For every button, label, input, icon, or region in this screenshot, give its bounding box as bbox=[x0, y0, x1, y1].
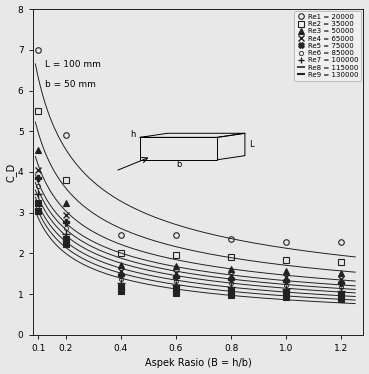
Re9 = 130000 bbox=[339, 297, 344, 301]
Re9 = 130000 bbox=[229, 293, 233, 297]
Re8 = 115000 bbox=[339, 293, 344, 297]
Re3 = 50000 bbox=[229, 267, 233, 271]
Re2 = 35000 bbox=[118, 251, 123, 256]
Text: b: b bbox=[176, 160, 182, 169]
Re5 = 75000 bbox=[63, 220, 68, 224]
Re7 = 100000 bbox=[339, 289, 344, 293]
Re4 = 65000 bbox=[339, 276, 344, 281]
Re3 = 50000 bbox=[174, 264, 178, 269]
X-axis label: Aspek Rasio (B = h/b): Aspek Rasio (B = h/b) bbox=[145, 358, 251, 368]
Re7 = 100000 bbox=[36, 192, 40, 197]
Text: L: L bbox=[249, 140, 254, 148]
Re6 = 85000 bbox=[174, 279, 178, 283]
Re2 = 35000 bbox=[63, 178, 68, 183]
Re8 = 115000 bbox=[284, 291, 289, 295]
Re1 = 20000 bbox=[339, 240, 344, 244]
Line: Re8 = 115000: Re8 = 115000 bbox=[35, 200, 344, 298]
Line: Re6 = 85000: Re6 = 85000 bbox=[36, 184, 344, 289]
Re9 = 130000 bbox=[63, 242, 68, 247]
Re9 = 130000 bbox=[174, 291, 178, 295]
Re1 = 20000 bbox=[118, 233, 123, 237]
Re2 = 35000 bbox=[339, 260, 344, 265]
Re5 = 75000 bbox=[36, 176, 40, 180]
Re7 = 100000 bbox=[284, 287, 289, 291]
Re2 = 35000 bbox=[229, 255, 233, 260]
Re7 = 100000 bbox=[229, 285, 233, 289]
Re3 = 50000 bbox=[63, 200, 68, 205]
Legend: Re1 = 20000, Re2 = 35000, Re3 = 50000, Re4 = 65000, Re5 = 75000, Re6 = 85000, Re: Re1 = 20000, Re2 = 35000, Re3 = 50000, R… bbox=[294, 11, 361, 81]
Re8 = 115000 bbox=[36, 200, 40, 205]
Re1 = 20000 bbox=[36, 47, 40, 52]
Re2 = 35000 bbox=[174, 252, 178, 257]
Re1 = 20000 bbox=[229, 237, 233, 241]
Line: Re2 = 35000: Re2 = 35000 bbox=[35, 108, 344, 265]
Re8 = 115000 bbox=[174, 287, 178, 291]
Re6 = 85000 bbox=[118, 276, 123, 281]
Re5 = 75000 bbox=[118, 272, 123, 277]
Line: Re4 = 65000: Re4 = 65000 bbox=[35, 166, 345, 282]
Re8 = 115000 bbox=[118, 285, 123, 289]
Re3 = 50000 bbox=[339, 271, 344, 275]
Line: Re3 = 50000: Re3 = 50000 bbox=[35, 147, 344, 276]
Re3 = 50000 bbox=[118, 263, 123, 267]
Re7 = 100000 bbox=[174, 283, 178, 288]
Y-axis label: C_D: C_D bbox=[6, 162, 17, 182]
Re9 = 130000 bbox=[284, 295, 289, 300]
Re4 = 65000 bbox=[63, 212, 68, 217]
Re6 = 85000 bbox=[284, 283, 289, 288]
Re5 = 75000 bbox=[174, 275, 178, 279]
Line: Re1 = 20000: Re1 = 20000 bbox=[35, 47, 344, 245]
Text: b = 50 mm: b = 50 mm bbox=[45, 80, 96, 89]
Re5 = 75000 bbox=[229, 276, 233, 281]
Re6 = 85000 bbox=[36, 184, 40, 188]
Text: L = 100 mm: L = 100 mm bbox=[45, 60, 101, 69]
Re4 = 65000 bbox=[284, 275, 289, 279]
Re8 = 115000 bbox=[63, 237, 68, 241]
Re5 = 75000 bbox=[284, 279, 289, 283]
Re3 = 50000 bbox=[36, 147, 40, 152]
Re8 = 115000 bbox=[229, 289, 233, 293]
Re1 = 20000 bbox=[63, 133, 68, 138]
Re4 = 65000 bbox=[118, 268, 123, 273]
Re7 = 100000 bbox=[63, 232, 68, 236]
Line: Re5 = 75000: Re5 = 75000 bbox=[35, 175, 345, 286]
Re4 = 65000 bbox=[229, 272, 233, 277]
Re7 = 100000 bbox=[118, 280, 123, 285]
Re9 = 130000 bbox=[118, 289, 123, 293]
Re4 = 65000 bbox=[174, 271, 178, 275]
Re9 = 130000 bbox=[36, 208, 40, 213]
Line: Re9 = 130000: Re9 = 130000 bbox=[35, 208, 344, 302]
Re1 = 20000 bbox=[284, 240, 289, 244]
Re1 = 20000 bbox=[174, 233, 178, 237]
Line: Re7 = 100000: Re7 = 100000 bbox=[34, 190, 345, 295]
Re3 = 50000 bbox=[284, 268, 289, 273]
Re2 = 35000 bbox=[284, 257, 289, 262]
Re6 = 85000 bbox=[63, 226, 68, 230]
Re5 = 75000 bbox=[339, 280, 344, 285]
Re4 = 65000 bbox=[36, 168, 40, 172]
Re2 = 35000 bbox=[36, 108, 40, 113]
Re6 = 85000 bbox=[339, 285, 344, 289]
Text: h: h bbox=[131, 129, 136, 138]
Re6 = 85000 bbox=[229, 280, 233, 285]
